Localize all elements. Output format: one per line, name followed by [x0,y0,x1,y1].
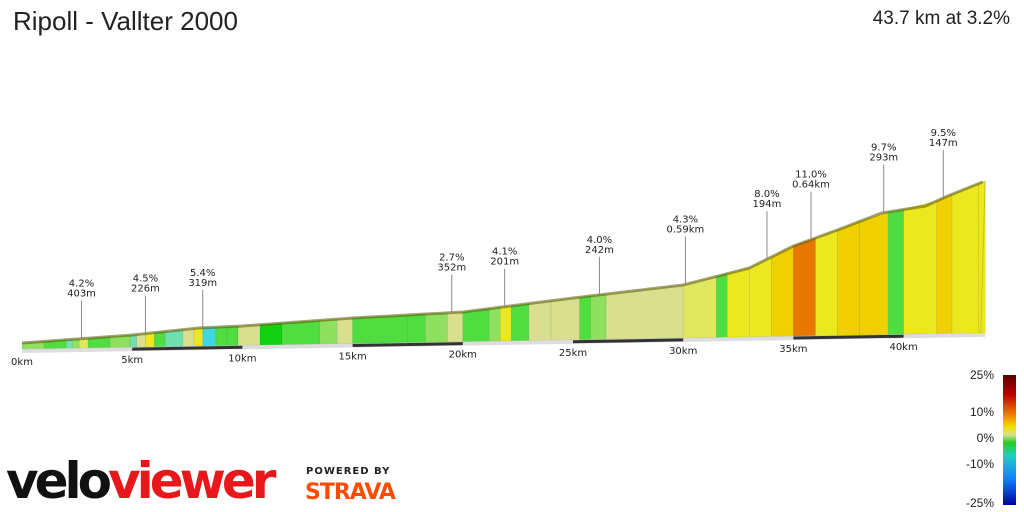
legend-label: 0% [976,431,994,445]
gradient-segment[interactable] [978,180,986,334]
gradient-segment[interactable] [579,295,591,340]
gradient-segment[interactable] [815,229,838,336]
annotation-grade: 4.3% [673,214,698,225]
km-band [793,334,904,340]
annotation-grade: 9.5% [931,128,956,139]
annotation-length: 352m [437,263,466,274]
annotation-grade: 8.0% [754,189,779,200]
gradient-segment[interactable] [749,256,772,338]
legend-label: 25% [969,368,994,382]
annotation-length: 226m [131,284,160,295]
strava-logo[interactable]: STRAVA [305,480,396,505]
gradient-segment[interactable] [837,221,860,336]
powered-by-label: POWERED BY [306,466,391,477]
gradient-segment[interactable] [936,193,953,334]
gradient-segment[interactable] [903,200,937,335]
gradient-segment[interactable] [237,324,261,346]
elevation-profile: 0km 5km 10km 15km 20km 25km 30km 35km 40km 4.2%40… [11,128,986,368]
annotation-grade: 4.2% [69,279,94,290]
gradient-segment[interactable] [215,326,228,347]
profile-base [22,332,986,353]
gradient-color-scale [1003,375,1016,505]
x-tick-label: 10km [228,353,256,364]
annotation-length: 319m [188,278,217,289]
gradient-segment[interactable] [528,300,552,341]
gradient-segment[interactable] [550,296,580,341]
x-tick-label: 40km [889,342,917,353]
gradient-segment[interactable] [319,318,338,345]
x-tick-label: 25km [559,348,587,359]
gradient-segment[interactable] [352,314,409,344]
gradient-segment[interactable] [771,245,794,337]
annotation-grade: 4.0% [587,235,612,246]
gradient-segment[interactable] [488,306,501,342]
gradient-segment[interactable] [407,313,426,343]
km-band [352,342,463,347]
annotation-grade: 4.5% [133,274,158,285]
gradient-segment[interactable] [726,267,750,338]
annotation-length: 0.59km [666,224,704,235]
gradient-segment[interactable] [447,311,464,343]
x-tick-label: 35km [779,344,807,355]
gradient-segment[interactable] [202,326,217,347]
annotation-length: 0.64km [792,180,830,191]
x-tick-label: 20km [449,350,477,361]
annotation-grade: 11.0% [795,170,827,181]
route-summary: 43.7 km at 3.2% [872,8,1010,29]
legend-label: 10% [969,405,994,419]
profile-end [980,180,986,333]
annotation-grade: 4.1% [492,247,517,258]
x-tick-label: 15km [338,351,366,362]
annotation-length: 403m [67,289,96,300]
km-band [572,338,684,344]
x-tick-label: 5km [121,355,143,366]
annotation-length: 194m [753,199,782,210]
annotation-length: 147m [929,138,958,149]
profile-top-edge [21,180,984,345]
x-tick-label: 0km [11,357,33,368]
km-band [132,345,243,351]
route-title: Ripoll - Vallter 2000 [13,6,238,36]
annotation-grade: 9.7% [871,143,896,154]
gradient-segment[interactable] [859,211,889,336]
gradient-segment[interactable] [887,209,904,335]
x-tick-label: 30km [669,346,697,357]
logo-viewer: viewer [108,452,276,510]
annotation-grade: 2.7% [439,253,464,264]
gradient-segment[interactable] [793,237,816,337]
annotation-length: 293m [869,153,898,164]
legend-label: -10% [965,457,994,471]
logo-velo: velo [6,452,112,510]
legend-label: -25% [965,496,994,510]
gradient-segment[interactable] [510,303,530,342]
gradient-segment[interactable] [715,273,728,338]
gradient-segment[interactable] [193,327,204,347]
gradient-segment[interactable] [336,317,353,345]
gradient-segment[interactable] [951,183,979,334]
gradient-segment[interactable] [259,322,283,346]
annotation-grade: 5.4% [190,268,215,279]
annotation-length: 201m [490,257,519,268]
gradient-segment[interactable] [682,276,717,339]
gradient-segment[interactable] [590,293,607,340]
gradient-segment[interactable] [462,308,490,342]
gradient-segment[interactable] [182,328,195,347]
annotation-length: 242m [585,245,614,256]
veloviewer-logo[interactable]: veloviewer [6,452,276,510]
gradient-segment[interactable] [425,312,448,343]
gradient-segment[interactable] [226,325,239,346]
gradient-segment[interactable] [499,305,512,342]
